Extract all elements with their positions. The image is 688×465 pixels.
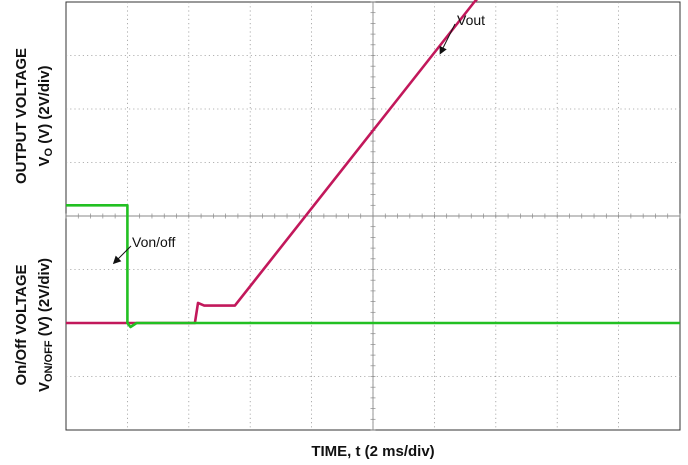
- trace-von-off: [66, 204, 680, 329]
- annotation-vonoff-arrow: [112, 245, 132, 265]
- annotation-vonoff-label: Von/off: [132, 234, 175, 250]
- trace-vout: [66, 0, 479, 325]
- x-axis-label: TIME, t (2 ms/div): [311, 443, 434, 460]
- y-axis-label-top-line2: VO (V) (2V/div): [36, 65, 55, 166]
- y-axis-label-bottom: On/Off VOLTAGE VON/OFF (V) (2V/div): [13, 258, 55, 392]
- annotation-vout-label: Vout: [457, 12, 485, 28]
- annotation-vout-arrow: [439, 23, 456, 55]
- annotation-vonoff: Von/off: [112, 234, 175, 265]
- y-axis-label-top: OUTPUT VOLTAGE VO (V) (2V/div): [13, 48, 55, 184]
- y-axis-label-top-line1: OUTPUT VOLTAGE: [13, 48, 30, 184]
- y-axis-label-bottom-line1: On/Off VOLTAGE: [13, 264, 30, 385]
- traces: [66, 0, 680, 329]
- annotation-vout: Vout: [439, 12, 485, 55]
- y-axis-label-bottom-line2: VON/OFF (V) (2V/div): [36, 258, 55, 392]
